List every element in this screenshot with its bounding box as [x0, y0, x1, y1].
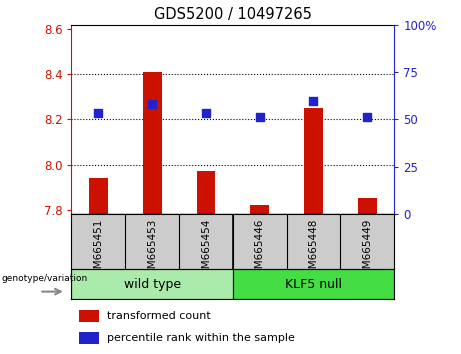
Bar — [79, 310, 99, 322]
Text: GSM665449: GSM665449 — [362, 218, 372, 282]
Point — [310, 99, 317, 104]
Point — [202, 110, 210, 115]
Point — [95, 110, 102, 115]
Point — [148, 101, 156, 107]
Title: GDS5200 / 10497265: GDS5200 / 10497265 — [154, 7, 312, 22]
Bar — [71, 269, 233, 299]
Bar — [250, 205, 269, 214]
Point — [256, 114, 263, 120]
Bar — [233, 269, 394, 299]
Text: percentile rank within the sample: percentile rank within the sample — [107, 333, 295, 343]
Text: GSM665454: GSM665454 — [201, 218, 211, 282]
Text: KLF5 null: KLF5 null — [285, 278, 342, 291]
Bar — [89, 178, 108, 214]
Bar — [143, 72, 161, 214]
Point — [364, 114, 371, 120]
Text: GSM665453: GSM665453 — [147, 218, 157, 282]
Bar — [304, 108, 323, 214]
Text: wild type: wild type — [124, 278, 181, 291]
Bar — [358, 198, 377, 214]
Bar — [196, 171, 215, 214]
Text: GSM665446: GSM665446 — [254, 218, 265, 282]
Text: transformed count: transformed count — [107, 311, 211, 321]
Text: GSM665451: GSM665451 — [93, 218, 103, 282]
Text: genotype/variation: genotype/variation — [1, 274, 88, 282]
Bar — [79, 332, 99, 344]
Text: GSM665448: GSM665448 — [308, 218, 319, 282]
